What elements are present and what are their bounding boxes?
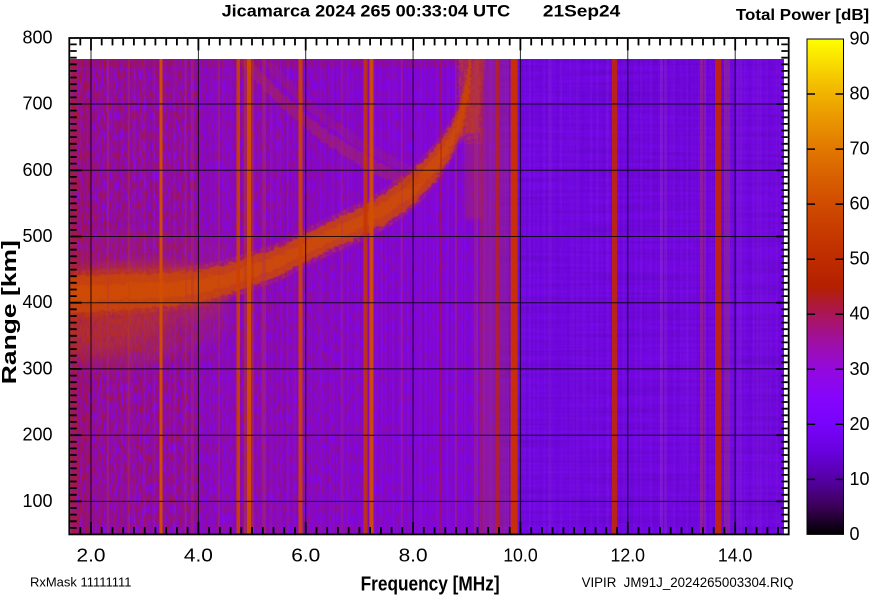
svg-text:10: 10 (850, 469, 870, 489)
svg-text:Range [km]: Range [km] (0, 240, 21, 384)
svg-text:90: 90 (850, 29, 870, 49)
svg-text:12.0: 12.0 (611, 545, 646, 565)
svg-text:VIPIR JM91J_2024265003304.RIQ: VIPIR JM91J_2024265003304.RIQ (582, 575, 794, 590)
svg-text:RxMask 11111111: RxMask 11111111 (30, 575, 132, 590)
svg-text:10.0: 10.0 (503, 545, 538, 565)
svg-text:40: 40 (850, 304, 870, 324)
svg-text:0: 0 (850, 524, 860, 544)
svg-text:500: 500 (22, 226, 52, 246)
svg-text:200: 200 (22, 425, 52, 445)
svg-text:2.0: 2.0 (77, 545, 106, 565)
svg-text:700: 700 (22, 94, 52, 114)
svg-text:600: 600 (22, 160, 52, 180)
svg-text:8.0: 8.0 (399, 545, 428, 565)
svg-text:60: 60 (850, 194, 870, 214)
svg-text:80: 80 (850, 84, 870, 104)
svg-text:50: 50 (850, 249, 870, 269)
svg-text:300: 300 (22, 358, 52, 378)
svg-text:Frequency [MHz]: Frequency [MHz] (361, 574, 500, 595)
svg-text:70: 70 (850, 139, 870, 159)
svg-text:21Sep24: 21Sep24 (543, 2, 621, 21)
svg-text:20: 20 (850, 414, 870, 434)
svg-text:800: 800 (22, 27, 52, 47)
svg-text:14.0: 14.0 (718, 545, 753, 565)
svg-text:6.0: 6.0 (291, 545, 320, 565)
svg-text:Total Power [dB]: Total Power [dB] (736, 7, 869, 24)
svg-text:Jicamarca 2024 265 00:33:04 UT: Jicamarca 2024 265 00:33:04 UTC (222, 2, 511, 21)
svg-text:100: 100 (22, 491, 52, 511)
svg-text:30: 30 (850, 359, 870, 379)
svg-text:4.0: 4.0 (184, 545, 213, 565)
svg-text:400: 400 (22, 292, 52, 312)
